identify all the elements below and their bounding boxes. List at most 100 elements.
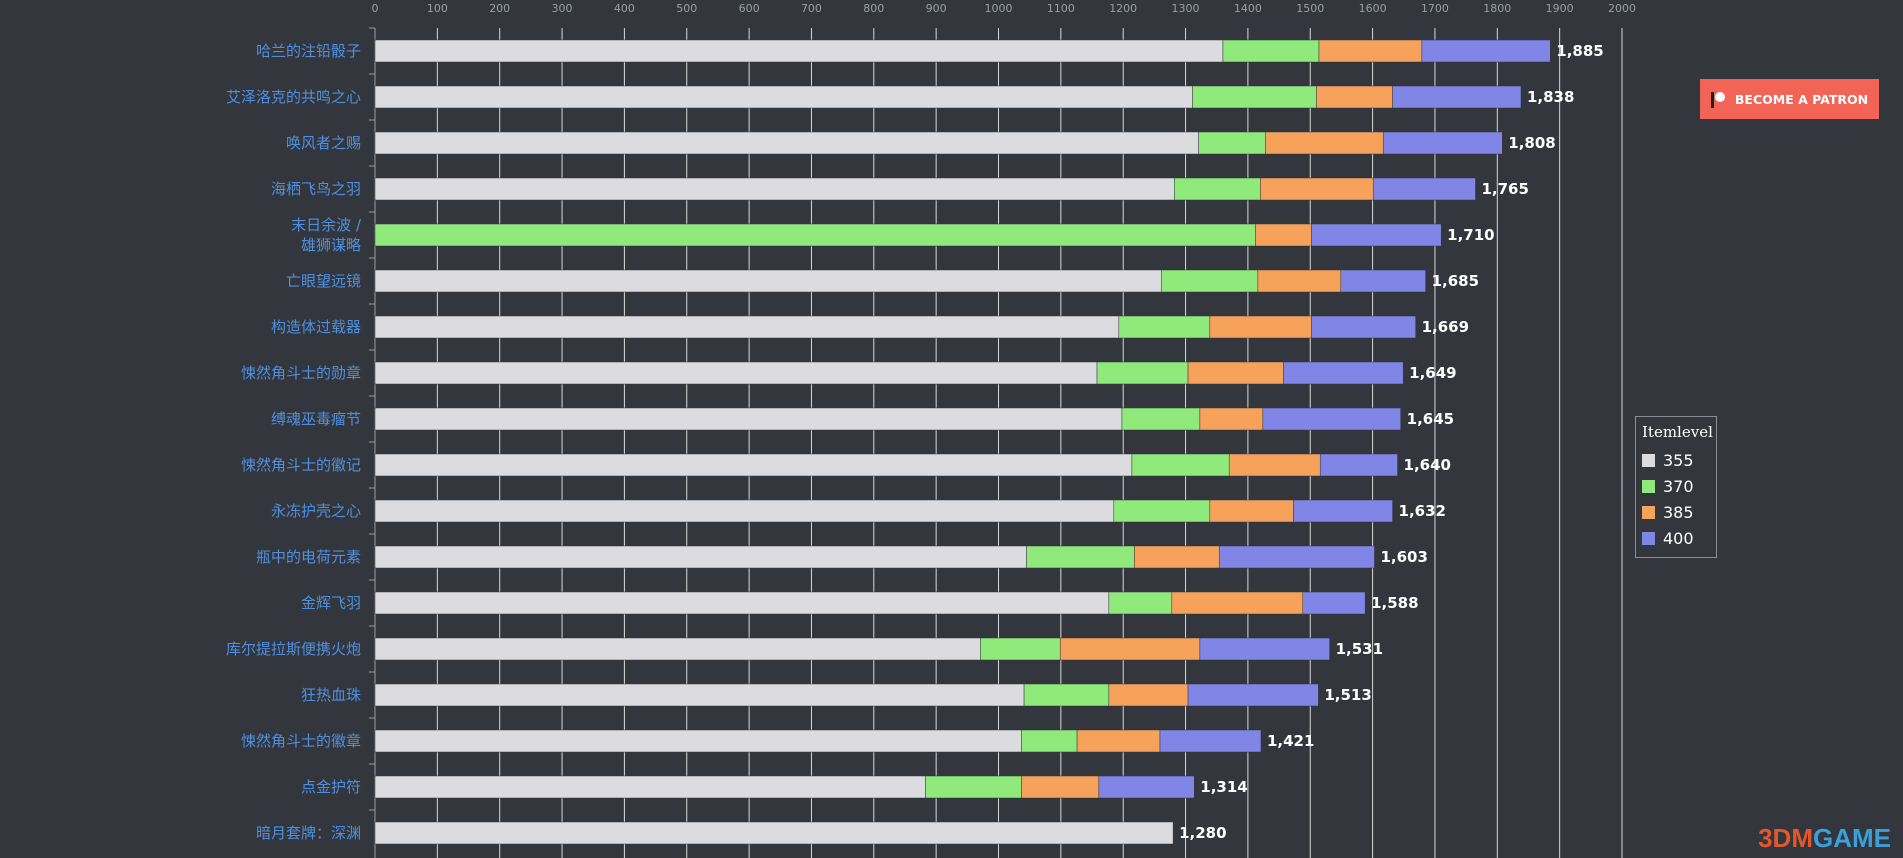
bar-segment-355[interactable] — [374, 821, 1174, 845]
category-label[interactable]: 海栖飞鸟之羽 — [271, 180, 361, 198]
bar-segment-355[interactable] — [374, 407, 1123, 431]
category-label[interactable]: 悚然角斗士的徽记 — [241, 456, 361, 474]
bar-segment-355[interactable] — [374, 315, 1120, 339]
bar-segment-385[interactable] — [1257, 269, 1342, 293]
category-label[interactable]: 悚然角斗士的勋章 — [241, 364, 361, 382]
bar-segment-400[interactable] — [1311, 315, 1416, 339]
bar-segment-370[interactable] — [980, 637, 1061, 661]
category-label[interactable]: 狂热血珠 — [301, 686, 361, 704]
bar-segment-385[interactable] — [1199, 407, 1264, 431]
bar-segment-370[interactable] — [1192, 85, 1317, 109]
bar-segment-370[interactable] — [1198, 131, 1266, 155]
bar-segment-385[interactable] — [1171, 591, 1304, 615]
bar-segment-385[interactable] — [1260, 177, 1374, 201]
bar-segment-355[interactable] — [374, 775, 926, 799]
legend-item-385[interactable]: 385 — [1642, 499, 1710, 525]
bar-segment-370[interactable] — [1021, 729, 1078, 753]
bar-segment-385[interactable] — [1265, 131, 1384, 155]
category-label[interactable]: 亡眼望远镜 — [286, 272, 361, 290]
bar-segment-385[interactable] — [1228, 453, 1321, 477]
bar-segment-400[interactable] — [1382, 131, 1503, 155]
legend-swatch — [1642, 453, 1655, 467]
bar-segment-355[interactable] — [374, 545, 1027, 569]
legend-item-400[interactable]: 400 — [1642, 525, 1710, 551]
bar-segment-385[interactable] — [1187, 361, 1284, 385]
bar-segment-400[interactable] — [1302, 591, 1366, 615]
category-label[interactable]: 末日余波 / — [291, 216, 362, 234]
bar-segment-400[interactable] — [1319, 453, 1398, 477]
category-label[interactable]: 构造体过载器 — [271, 318, 361, 336]
bar-segment-400[interactable] — [1218, 545, 1375, 569]
bar-segment-400[interactable] — [1187, 683, 1319, 707]
bar-segment-370[interactable] — [1131, 453, 1230, 477]
bar-segment-400[interactable] — [1392, 85, 1522, 109]
bar-segment-370[interactable] — [1174, 177, 1261, 201]
bar-segment-385[interactable] — [1209, 499, 1294, 523]
bar-segment-385[interactable] — [1209, 315, 1312, 339]
bar-segment-400[interactable] — [1098, 775, 1195, 799]
bar-segment-370[interactable] — [1222, 39, 1320, 63]
bar-segment-370[interactable] — [1121, 407, 1201, 431]
category-label[interactable]: 雄狮谋略 — [301, 236, 361, 254]
bar-segment-355[interactable] — [374, 683, 1025, 707]
bar-segment-400[interactable] — [1199, 637, 1330, 661]
bar-segment-370[interactable] — [1023, 683, 1110, 707]
category-label[interactable]: 唤风者之赐 — [286, 134, 361, 152]
bar-segment-400[interactable] — [1293, 499, 1393, 523]
bar-segment-385[interactable] — [1021, 775, 1100, 799]
bar-segment-400[interactable] — [1283, 361, 1404, 385]
bar-segment-355[interactable] — [374, 177, 1175, 201]
bar-segment-400[interactable] — [1340, 269, 1426, 293]
bar-segment-370[interactable] — [1096, 361, 1189, 385]
bar-segment-385[interactable] — [1318, 39, 1423, 63]
bar-segment-385[interactable] — [1059, 637, 1201, 661]
bar-segment-370[interactable] — [1108, 591, 1173, 615]
bar-segment-355[interactable] — [374, 269, 1162, 293]
bar-segment-355[interactable] — [374, 637, 981, 661]
bar-segment-370[interactable] — [374, 223, 1256, 247]
bar-segment-370[interactable] — [925, 775, 1022, 799]
total-label: 1,685 — [1432, 272, 1479, 290]
legend-item-355[interactable]: 355 — [1642, 447, 1710, 473]
bar-segment-400[interactable] — [1159, 729, 1262, 753]
category-label[interactable]: 库尔提拉斯便携火炮 — [226, 640, 361, 658]
total-label: 1,808 — [1508, 134, 1555, 152]
bar-segment-385[interactable] — [1076, 729, 1161, 753]
category-label[interactable]: 哈兰的注铅骰子 — [256, 42, 361, 60]
bar-segment-400[interactable] — [1421, 39, 1551, 63]
bar-segment-385[interactable] — [1108, 683, 1189, 707]
bar-segment-400[interactable] — [1311, 223, 1442, 247]
bar-segment-385[interactable] — [1134, 545, 1220, 569]
category-label[interactable]: 缚魂巫毒瘤节 — [271, 410, 361, 428]
category-label[interactable]: 点金护符 — [301, 778, 361, 796]
x-tick-label: 1900 — [1546, 2, 1574, 15]
category-label[interactable]: 暗月套牌：深渊 — [256, 824, 361, 842]
category-label[interactable]: 永冻护壳之心 — [271, 502, 361, 520]
bar-segment-400[interactable] — [1372, 177, 1476, 201]
bar-segment-355[interactable] — [374, 39, 1224, 63]
total-label: 1,645 — [1407, 410, 1454, 428]
bar-segment-385[interactable] — [1316, 85, 1393, 109]
category-label[interactable]: 瓶中的电荷元素 — [256, 548, 361, 566]
category-label[interactable]: 艾泽洛克的共鸣之心 — [226, 88, 361, 106]
category-label[interactable]: 悚然角斗士的徽章 — [241, 732, 361, 750]
bar-segment-370[interactable] — [1026, 545, 1135, 569]
category-label[interactable]: 金辉飞羽 — [301, 594, 361, 612]
total-label: 1,531 — [1336, 640, 1383, 658]
bar-segment-370[interactable] — [1113, 499, 1211, 523]
legend-item-370[interactable]: 370 — [1642, 473, 1710, 499]
bar-segment-355[interactable] — [374, 361, 1098, 385]
bar-segment-400[interactable] — [1262, 407, 1401, 431]
bar-segment-355[interactable] — [374, 85, 1193, 109]
bar-segment-370[interactable] — [1118, 315, 1211, 339]
bar-segment-355[interactable] — [374, 729, 1022, 753]
x-tick-label: 1600 — [1359, 2, 1387, 15]
become-patron-button[interactable]: BECOME A PATRON — [1700, 79, 1879, 119]
bar-segment-355[interactable] — [374, 131, 1199, 155]
bar-segment-355[interactable] — [374, 453, 1133, 477]
x-tick-label: 800 — [863, 2, 884, 15]
bar-segment-370[interactable] — [1160, 269, 1259, 293]
bar-segment-355[interactable] — [374, 499, 1115, 523]
bar-segment-385[interactable] — [1255, 223, 1312, 247]
bar-segment-355[interactable] — [374, 591, 1110, 615]
